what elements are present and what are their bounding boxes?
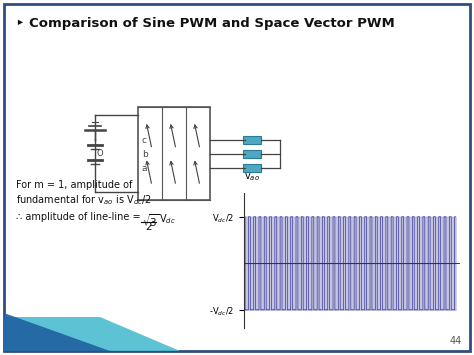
Text: ‣ Comparison of Sine PWM and Space Vector PWM: ‣ Comparison of Sine PWM and Space Vecto… — [16, 17, 395, 30]
Bar — [138, 107, 210, 200]
Text: a: a — [142, 164, 147, 173]
Text: b: b — [142, 150, 148, 159]
Text: V$_{dc}$: V$_{dc}$ — [159, 212, 176, 226]
Text: fundamental for v$_{ao}$ is V$_{dc}$/2: fundamental for v$_{ao}$ is V$_{dc}$/2 — [16, 193, 152, 207]
Bar — [243, 149, 261, 158]
Text: ∴ amplitude of line-line =: ∴ amplitude of line-line = — [16, 212, 144, 222]
Bar — [243, 136, 261, 143]
Text: c: c — [142, 136, 147, 145]
Polygon shape — [4, 313, 110, 351]
Text: For m = 1, amplitude of: For m = 1, amplitude of — [16, 180, 132, 190]
Text: $\sqrt{3}$: $\sqrt{3}$ — [142, 212, 160, 229]
Text: 2: 2 — [145, 222, 152, 232]
Bar — [243, 164, 261, 171]
Polygon shape — [4, 317, 180, 351]
Text: O: O — [97, 148, 104, 158]
Text: 44: 44 — [450, 336, 462, 346]
Text: v$_{ao}$: v$_{ao}$ — [244, 171, 260, 183]
